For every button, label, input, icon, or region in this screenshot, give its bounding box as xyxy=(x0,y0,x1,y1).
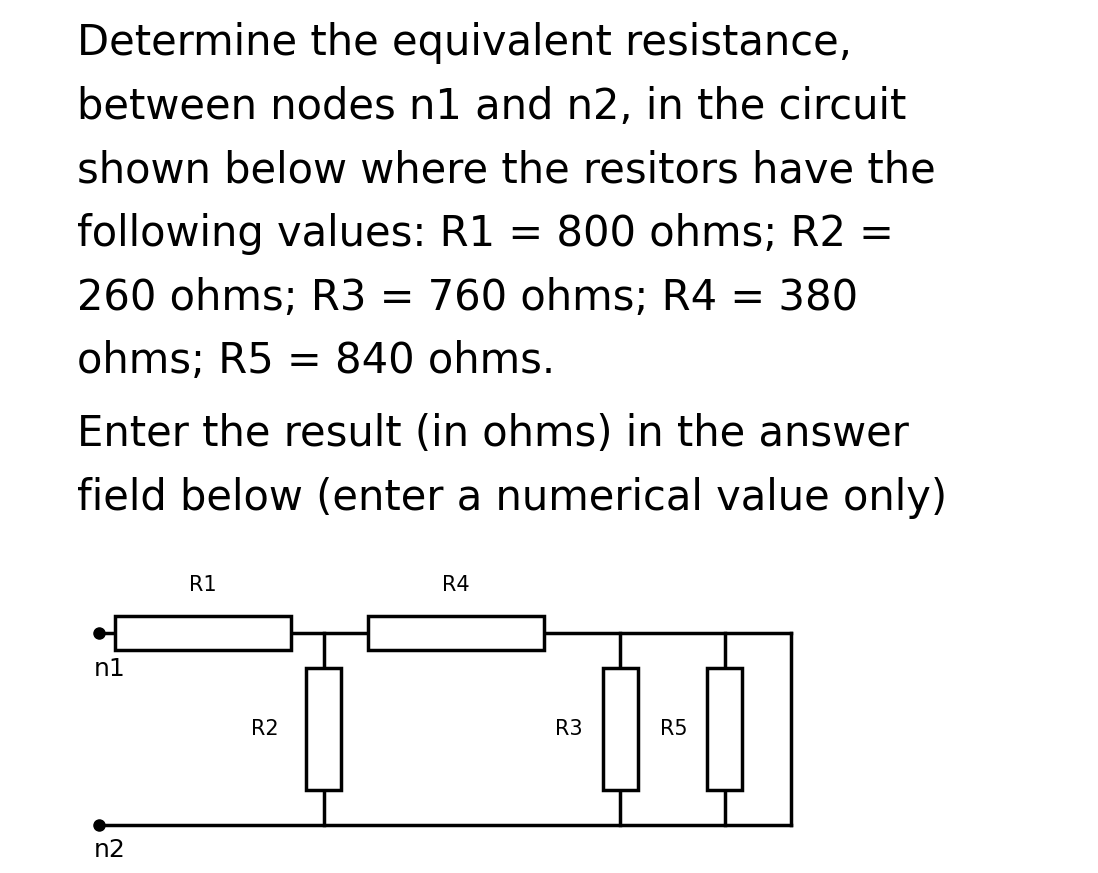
Text: between nodes n1 and n2, in the circuit: between nodes n1 and n2, in the circuit xyxy=(77,86,906,127)
Bar xyxy=(368,616,544,650)
Bar xyxy=(115,616,291,650)
Text: shown below where the resitors have the: shown below where the resitors have the xyxy=(77,149,935,191)
Bar xyxy=(306,668,341,790)
Text: ohms; R5 = 840 ohms.: ohms; R5 = 840 ohms. xyxy=(77,340,554,382)
Text: Enter the result (in ohms) in the answer: Enter the result (in ohms) in the answer xyxy=(77,413,909,455)
Bar xyxy=(707,668,742,790)
Text: field below (enter a numerical value only): field below (enter a numerical value onl… xyxy=(77,477,946,519)
Text: n1: n1 xyxy=(93,657,125,681)
Text: R5: R5 xyxy=(660,719,687,739)
Text: following values: R1 = 800 ohms; R2 =: following values: R1 = 800 ohms; R2 = xyxy=(77,213,894,255)
Text: R4: R4 xyxy=(441,574,470,595)
Text: R3: R3 xyxy=(556,719,583,739)
Bar xyxy=(603,668,638,790)
Text: 260 ohms; R3 = 760 ohms; R4 = 380: 260 ohms; R3 = 760 ohms; R4 = 380 xyxy=(77,277,858,319)
Text: R1: R1 xyxy=(189,574,217,595)
Text: R2: R2 xyxy=(251,719,279,739)
Text: n2: n2 xyxy=(93,838,125,862)
Text: Determine the equivalent resistance,: Determine the equivalent resistance, xyxy=(77,22,852,64)
